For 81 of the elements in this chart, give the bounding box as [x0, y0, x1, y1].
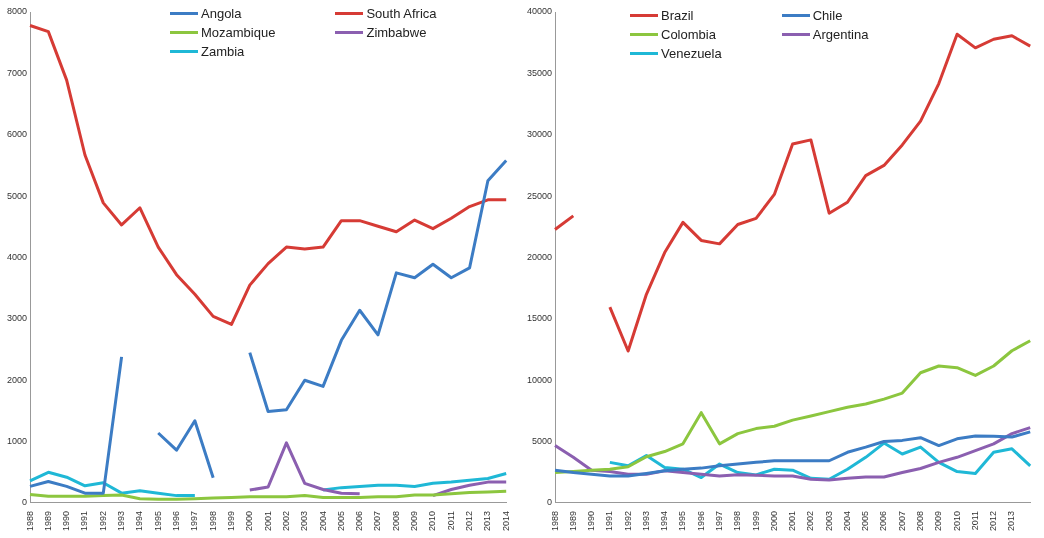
y-tick-label: 0	[22, 497, 28, 508]
x-tick-label: 1988	[549, 510, 560, 532]
x-tick-label: 1991	[79, 510, 90, 532]
legend-label: Colombia	[661, 27, 716, 42]
legend-label: Venezuela	[661, 46, 722, 61]
x-tick-label: 2005	[335, 510, 346, 532]
x-tick-label: 2009	[933, 510, 944, 532]
x-tick-label: 2001	[787, 510, 798, 532]
x-tick-label: 1991	[604, 510, 615, 532]
x-tick-label: 2000	[244, 510, 255, 532]
y-tick-label: 4000	[6, 251, 28, 262]
x-tick-label: 1996	[695, 510, 706, 532]
legend-label: Mozambique	[201, 25, 276, 40]
x-tick-label: 2011	[969, 510, 980, 531]
y-tick-label: 7000	[6, 67, 28, 78]
y-tick-label: 10000	[527, 374, 553, 385]
x-tick-label: 2013	[1006, 510, 1017, 532]
x-tick-label: 2005	[860, 510, 871, 532]
x-tick-label: 2007	[372, 510, 383, 532]
legend-label: Angola	[201, 6, 242, 21]
y-tick-label: 40000	[527, 6, 553, 17]
y-tick-label: 0	[547, 497, 553, 508]
x-tick-label: 2014	[500, 510, 511, 532]
x-tick-label: 1989	[567, 510, 578, 532]
x-tick-label: 2001	[262, 510, 273, 532]
x-tick-label: 1997	[713, 510, 724, 532]
x-tick-label: 1990	[61, 510, 72, 532]
x-tick-label: 2012	[988, 510, 999, 532]
x-tick-label: 2004	[841, 510, 852, 532]
x-tick-label: 2008	[390, 510, 401, 532]
x-tick-label: 2009	[409, 510, 420, 532]
y-tick-label: 15000	[527, 313, 553, 324]
x-tick-label: 1993	[116, 510, 127, 532]
x-tick-label: 2003	[299, 510, 310, 532]
y-tick-label: 30000	[527, 129, 553, 140]
x-tick-label: 1993	[640, 510, 651, 532]
x-tick-label: 1996	[171, 510, 182, 532]
y-tick-label: 5000	[532, 436, 553, 447]
x-tick-label: 1989	[42, 510, 53, 532]
y-tick-label: 20000	[527, 251, 553, 262]
x-tick-label: 2010	[951, 510, 962, 532]
x-tick-label: 2007	[896, 510, 907, 532]
legend-label: Argentina	[812, 27, 869, 42]
legend-label: Zimbabwe	[366, 25, 427, 40]
x-tick-label: 1992	[97, 510, 108, 532]
x-tick-label: 1988	[24, 510, 35, 532]
x-tick-label: 1994	[659, 510, 670, 532]
x-tick-label: 2013	[482, 510, 493, 532]
x-tick-label: 1990	[586, 510, 597, 532]
x-tick-label: 2008	[915, 510, 926, 532]
y-tick-label: 3000	[6, 313, 28, 324]
legend-label: Brazil	[661, 8, 694, 23]
y-tick-label: 35000	[527, 67, 553, 78]
x-tick-label: 1999	[750, 510, 761, 532]
x-tick-label: 2003	[823, 510, 834, 532]
x-tick-label: 2006	[354, 510, 365, 532]
x-tick-label: 2012	[464, 510, 475, 532]
x-tick-label: 1998	[207, 510, 218, 532]
x-tick-label: 2010	[427, 510, 438, 532]
y-tick-label: 6000	[6, 129, 28, 140]
x-tick-label: 1992	[622, 510, 633, 532]
legend-label: Chile	[812, 8, 843, 23]
y-tick-label: 2000	[6, 374, 28, 385]
y-tick-label: 8000	[6, 6, 28, 17]
x-tick-label: 2002	[280, 510, 291, 532]
legend-label: Zambia	[201, 44, 245, 59]
x-tick-label: 1995	[677, 510, 688, 532]
x-tick-label: 1999	[225, 510, 236, 532]
x-tick-label: 2002	[805, 510, 816, 532]
y-tick-label: 5000	[6, 190, 28, 201]
legend-label: South Africa	[366, 6, 437, 21]
y-tick-label: 25000	[527, 190, 553, 201]
x-tick-label: 2011	[445, 510, 456, 531]
x-tick-label: 1998	[732, 510, 743, 532]
x-tick-label: 2004	[317, 510, 328, 532]
x-tick-label: 2006	[878, 510, 889, 532]
y-tick-label: 1000	[6, 436, 28, 447]
x-tick-label: 1997	[189, 510, 200, 532]
x-tick-label: 1995	[152, 510, 163, 532]
x-tick-label: 2000	[768, 510, 779, 532]
x-tick-label: 1994	[134, 510, 145, 532]
